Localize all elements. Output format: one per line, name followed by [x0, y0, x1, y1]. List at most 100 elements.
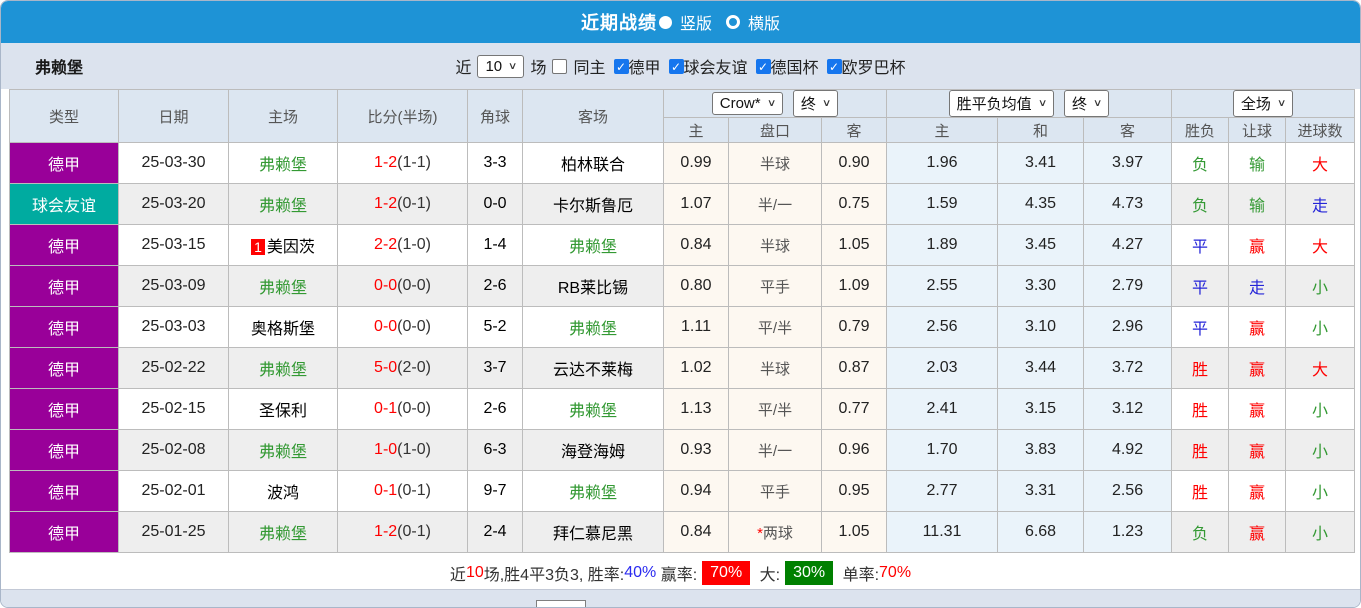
half-score: (0-0) [397, 318, 431, 335]
cell-home-team: 弗赖堡 [228, 183, 338, 225]
cell-corner: 2-6 [467, 265, 523, 307]
odds-period-select[interactable]: 终 ∨ [792, 90, 839, 117]
cell-odds-home: 0.99 [663, 142, 729, 184]
avg-period-select[interactable]: 终 ∨ [1064, 90, 1110, 117]
full-score: 5-0 [374, 359, 398, 376]
cell-date: 25-02-22 [118, 347, 229, 389]
cell-odds-home: 1.11 [663, 306, 729, 348]
table-row: 德甲 25-02-01 波鸿 0-1(0-1) 9-7 弗赖堡 0.94 平手 0.95 2.77… [9, 470, 1356, 512]
header-result: 胜负 [1171, 117, 1230, 143]
home-team-name: 弗赖堡 [258, 444, 307, 461]
cell-result: 胜 [1171, 429, 1230, 471]
cell-date: 25-03-03 [118, 306, 229, 348]
scope-select-group: 全场 ∨ [1171, 89, 1356, 118]
stats-segment-2: 场,胜4平3负3, 胜率: [483, 566, 625, 584]
handicap-star-icon: * [757, 524, 763, 542]
cell-avg-draw: 3.31 [997, 470, 1085, 512]
league-checkbox-1[interactable]: ✓ [668, 58, 684, 74]
table-row: 德甲 25-03-15 1 美因茨 2-2(1-0) 1-4 弗赖堡 0.84 半球 1.05 1.… [9, 224, 1356, 266]
cell-corner: 1-4 [467, 224, 523, 266]
match-count-select[interactable]: 10 ∨ [477, 54, 525, 78]
away-team-name: RB莱比锡 [557, 280, 629, 297]
header-corner: 角球 [467, 89, 523, 143]
cell-avg-draw: 4.35 [997, 183, 1085, 225]
cell-odds-away: 0.96 [820, 429, 888, 471]
league-checkbox-0[interactable]: ✓ [613, 58, 629, 74]
cell-avg-away: 4.92 [1083, 429, 1173, 471]
cell-away-team: 弗赖堡 [522, 470, 664, 512]
cell-score: 1-2(1-1) [337, 142, 468, 184]
table-row: 德甲 25-03-30 弗赖堡 1-2(1-1) 3-3 柏林联合 0.99 半球 0.90 1.… [9, 142, 1356, 184]
cell-handicap-result: 赢 [1228, 470, 1287, 512]
cell-corner: 6-3 [467, 429, 523, 471]
home-team-name: 圣保利 [258, 403, 307, 420]
cell-avg-away: 3.12 [1083, 388, 1173, 430]
league-checkbox-3[interactable]: ✓ [826, 58, 842, 74]
vertical-mode-radio-icon[interactable] [658, 15, 672, 29]
cell-avg-home: 2.41 [886, 388, 999, 430]
cell-handicap: *两球 [728, 511, 822, 553]
results-table: 类型 日期 主场 比分(半场) 角球 客场 Crow* ∨ 终 ∨ [9, 89, 1356, 553]
cell-score: 1-2(0-1) [337, 511, 468, 553]
cell-goals-result: 小 [1285, 388, 1356, 430]
odds-company-select[interactable]: Crow* ∨ [711, 92, 783, 115]
cell-goals-result: 小 [1285, 265, 1356, 307]
home-team-name: 奥格斯堡 [250, 321, 315, 338]
same-home-checkbox[interactable] [552, 58, 568, 74]
header-handicap: 盘口 [728, 117, 822, 143]
cell-avg-home: 1.70 [886, 429, 999, 471]
horizontal-mode-radio-icon[interactable] [726, 15, 740, 29]
half-score: (2-0) [397, 359, 431, 376]
cell-home-team: 圣保利 [228, 388, 338, 430]
half-score: (0-0) [397, 400, 431, 417]
table-row: 德甲 25-02-15 圣保利 0-1(0-0) 2-6 弗赖堡 1.13 平/半 0.77 2.… [9, 388, 1356, 430]
cell-corner: 9-7 [467, 470, 523, 512]
league-filters: ✓ 德甲 ✓ 球会友谊 ✓ 德国杯 ✓ 欧罗巴杯 [606, 54, 906, 78]
cell-date: 25-03-30 [118, 142, 229, 184]
full-score: 0-1 [374, 482, 398, 499]
cell-date: 25-02-01 [118, 470, 229, 512]
half-score: (0-0) [397, 277, 431, 294]
cell-handicap: 平/半 [728, 388, 822, 430]
cell-avg-home: 2.55 [886, 265, 999, 307]
cell-odds-away: 1.05 [820, 511, 888, 553]
cell-avg-away: 2.56 [1083, 470, 1173, 512]
partial-select-box[interactable] [536, 600, 586, 607]
full-score: 1-0 [374, 441, 398, 458]
cell-goals-result: 大 [1285, 142, 1356, 184]
chevron-down-icon: ∨ [1092, 98, 1103, 109]
cell-result: 平 [1171, 224, 1230, 266]
cell-away-team: RB莱比锡 [522, 265, 664, 307]
scope-select[interactable]: 全场 ∨ [1232, 90, 1294, 117]
away-team-name: 弗赖堡 [568, 403, 617, 420]
home-team-name: 弗赖堡 [258, 280, 307, 297]
horizontal-mode-label[interactable]: 横版 [748, 16, 781, 33]
cell-away-team: 云达不莱梅 [522, 347, 664, 389]
chevron-down-icon: ∨ [508, 60, 518, 72]
chevron-down-icon: ∨ [1037, 98, 1048, 109]
half-score: (0-1) [397, 523, 431, 540]
cell-avg-home: 1.89 [886, 224, 999, 266]
table-row: 球会友谊 25-03-20 弗赖堡 1-2(0-1) 0-0 卡尔斯鲁厄 1.07 半/一 0.… [9, 183, 1356, 225]
away-team-name: 弗赖堡 [568, 321, 617, 338]
cell-avg-draw: 3.83 [997, 429, 1085, 471]
cell-odds-away: 1.09 [820, 265, 888, 307]
vertical-mode-label[interactable]: 竖版 [679, 16, 712, 33]
cell-goals-result: 小 [1285, 429, 1356, 471]
cell-result: 负 [1171, 183, 1230, 225]
cell-corner: 5-2 [467, 306, 523, 348]
same-home-label: 同主 [573, 60, 606, 77]
cell-home-team: 1 美因茨 [228, 224, 338, 266]
league-checkbox-2[interactable]: ✓ [755, 58, 771, 74]
stats-segment-4: 赢率: [656, 566, 698, 584]
cell-odds-away: 1.05 [820, 224, 888, 266]
cell-result: 胜 [1171, 347, 1230, 389]
avg-type-select[interactable]: 胜平负均值 ∨ [948, 90, 1055, 117]
cell-league: 德甲 [9, 306, 119, 348]
cell-date: 25-02-08 [118, 429, 229, 471]
cell-away-team: 弗赖堡 [522, 306, 664, 348]
away-team-name: 弗赖堡 [568, 485, 617, 502]
cell-date: 25-03-09 [118, 265, 229, 307]
cell-odds-home: 1.13 [663, 388, 729, 430]
avg-select-group: 胜平负均值 ∨ 终 ∨ [886, 89, 1173, 118]
